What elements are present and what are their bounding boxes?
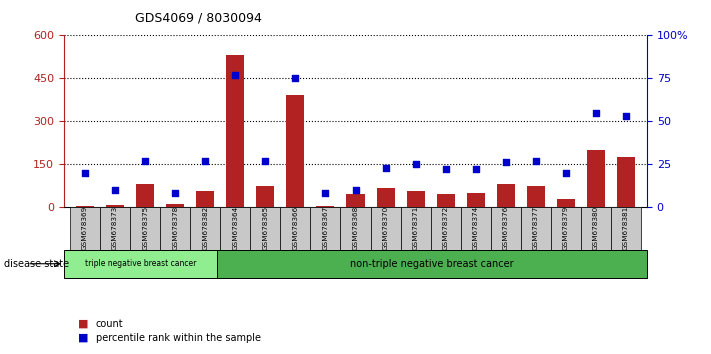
Text: GSM678367: GSM678367 — [323, 206, 328, 251]
Text: percentile rank within the sample: percentile rank within the sample — [96, 333, 261, 343]
Point — [169, 190, 181, 196]
Bar — [287, 96, 304, 207]
Text: GSM678370: GSM678370 — [383, 206, 388, 251]
Text: count: count — [96, 319, 124, 329]
Text: GDS4069 / 8030094: GDS4069 / 8030094 — [135, 12, 262, 25]
Text: GSM678369: GSM678369 — [82, 206, 88, 251]
Point — [380, 165, 391, 170]
Bar — [64, 250, 218, 278]
Text: GSM678374: GSM678374 — [473, 206, 479, 251]
Text: GSM678382: GSM678382 — [202, 206, 208, 251]
Text: GSM678365: GSM678365 — [262, 206, 268, 251]
Bar — [377, 188, 395, 207]
Bar — [466, 193, 485, 207]
Bar — [617, 157, 635, 207]
Text: GSM678373: GSM678373 — [112, 206, 118, 251]
Bar — [226, 56, 245, 207]
Text: ■: ■ — [78, 319, 89, 329]
Text: GSM678376: GSM678376 — [503, 206, 509, 251]
Bar — [400, 207, 431, 250]
Bar — [341, 207, 370, 250]
Point — [109, 187, 121, 193]
Text: GSM678371: GSM678371 — [412, 206, 419, 251]
Bar — [257, 185, 274, 207]
Bar — [611, 207, 641, 250]
Bar — [551, 207, 581, 250]
Text: ■: ■ — [78, 333, 89, 343]
Bar — [191, 207, 220, 250]
Bar — [100, 207, 130, 250]
Bar — [136, 184, 154, 207]
Point — [410, 161, 422, 167]
Bar — [220, 207, 250, 250]
Bar — [370, 207, 400, 250]
Bar — [557, 199, 575, 207]
Bar — [218, 250, 647, 278]
Bar — [130, 207, 160, 250]
Point — [230, 72, 241, 78]
Bar — [497, 184, 515, 207]
Text: GSM678380: GSM678380 — [593, 206, 599, 251]
Bar — [250, 207, 280, 250]
Point — [200, 158, 211, 164]
Bar — [461, 207, 491, 250]
Text: GSM678377: GSM678377 — [533, 206, 539, 251]
Bar — [437, 194, 454, 207]
Bar — [407, 192, 424, 207]
Bar — [160, 207, 191, 250]
Point — [289, 75, 301, 81]
Point — [530, 158, 542, 164]
Point — [350, 187, 361, 193]
Bar — [311, 207, 341, 250]
Point — [80, 170, 91, 176]
Point — [560, 170, 572, 176]
Text: GSM678379: GSM678379 — [563, 206, 569, 251]
Text: disease state: disease state — [4, 259, 69, 269]
Bar — [280, 207, 311, 250]
Text: GSM678381: GSM678381 — [623, 206, 629, 251]
Bar — [527, 185, 545, 207]
Text: GSM678366: GSM678366 — [292, 206, 299, 251]
Text: GSM678375: GSM678375 — [142, 206, 148, 251]
Bar — [587, 150, 605, 207]
Bar — [581, 207, 611, 250]
Text: GSM678368: GSM678368 — [353, 206, 358, 251]
Text: GSM678372: GSM678372 — [443, 206, 449, 251]
Bar — [76, 206, 94, 207]
Text: triple negative breast cancer: triple negative breast cancer — [85, 259, 196, 268]
Point — [260, 158, 271, 164]
Point — [320, 190, 331, 196]
Bar — [346, 194, 365, 207]
Bar — [520, 207, 551, 250]
Point — [590, 110, 602, 115]
Point — [500, 160, 511, 165]
Point — [470, 166, 481, 172]
Bar — [431, 207, 461, 250]
Point — [440, 166, 451, 172]
Point — [620, 113, 631, 119]
Bar — [316, 206, 334, 207]
Text: non-triple negative breast cancer: non-triple negative breast cancer — [351, 259, 514, 269]
Point — [139, 158, 151, 164]
Bar — [70, 207, 100, 250]
Bar — [166, 204, 184, 207]
Bar — [106, 205, 124, 207]
Bar — [491, 207, 520, 250]
Text: GSM678378: GSM678378 — [172, 206, 178, 251]
Bar — [196, 192, 214, 207]
Text: GSM678364: GSM678364 — [232, 206, 238, 251]
